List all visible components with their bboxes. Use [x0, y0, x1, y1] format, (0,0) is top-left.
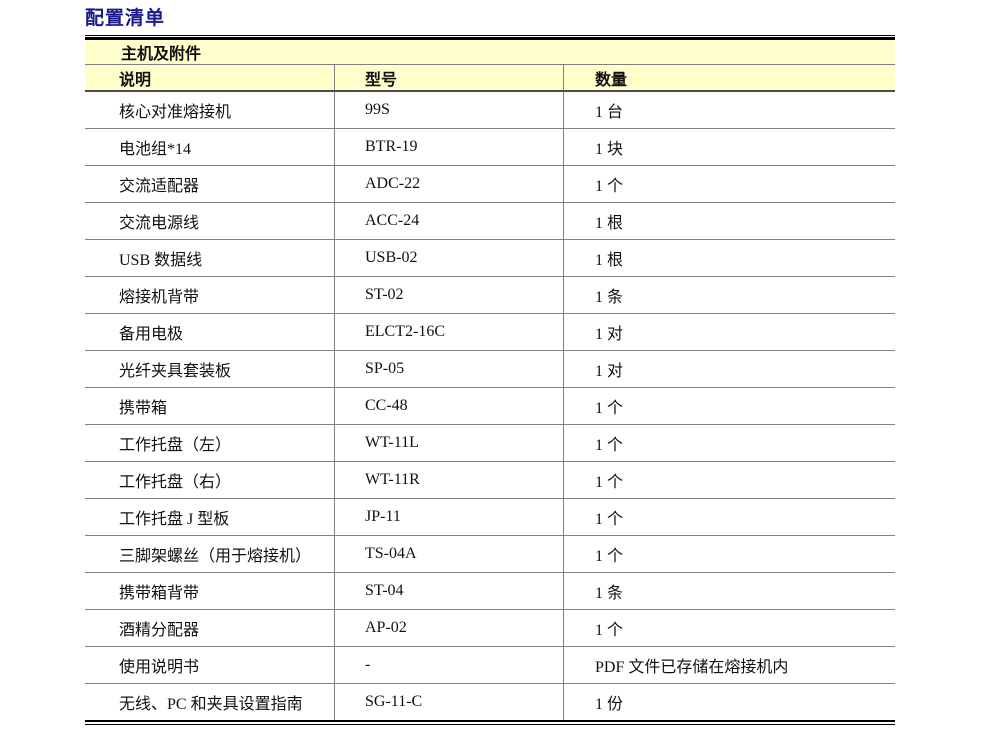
- cell-desc: 携带箱背带: [119, 585, 200, 602]
- cell-qty: 1 个: [563, 462, 895, 498]
- table-row: 交流适配器 ADC-22 1 个: [85, 166, 895, 203]
- cell-desc: 携带箱: [119, 400, 168, 417]
- table-body: 核心对准熔接机 99S 1 台电池组*14 BTR-19 1 块交流适配器 ADC-22 1…: [85, 92, 895, 720]
- cell-model: SG-11-C: [334, 684, 563, 720]
- cell-desc: 酒精分配器: [119, 622, 200, 639]
- cell-qty: 1 个: [563, 499, 895, 535]
- table-bottom-rule-thick: [85, 720, 895, 722]
- config-table: 主机及附件 说明 型号 数量 核心对准熔接机 99S 1 台电池组*14 BTR-19…: [85, 35, 895, 725]
- cell-model: AP-02: [334, 610, 563, 646]
- cell-model: CC-48: [334, 388, 563, 424]
- cell-model: ST-04: [334, 573, 563, 609]
- table-row: 工作托盘（右） WT-11R 1 个: [85, 462, 895, 499]
- cell-qty: 1 台: [563, 92, 895, 128]
- cell-qty: 1 对: [563, 351, 895, 387]
- cell-model: ACC-24: [334, 203, 563, 239]
- cell-desc: 光纤夹具套装板: [119, 363, 232, 380]
- cell-model: 99S: [334, 92, 563, 128]
- cell-desc: 交流适配器: [119, 178, 200, 195]
- table-row: 交流电源线 ACC-24 1 根: [85, 203, 895, 240]
- cell-qty: 1 条: [563, 277, 895, 313]
- table-row: 熔接机背带 ST-02 1 条: [85, 277, 895, 314]
- cell-qty: 1 个: [563, 166, 895, 202]
- table-row: 工作托盘（左） WT-11L 1 个: [85, 425, 895, 462]
- table-bottom-rule-gap: [85, 722, 895, 724]
- cell-desc: 核心对准熔接机: [119, 104, 232, 121]
- cell-model: -: [334, 647, 563, 683]
- cell-model: ADC-22: [334, 166, 563, 202]
- cell-qty: 1 份: [563, 684, 895, 720]
- cell-model: WT-11L: [334, 425, 563, 461]
- cell-model: TS-04A: [334, 536, 563, 572]
- cell-desc: 工作托盘（右）: [119, 474, 232, 491]
- cell-model: ELCT2-16C: [334, 314, 563, 350]
- cell-qty: 1 个: [563, 536, 895, 572]
- table-row: 备用电极 ELCT2-16C 1 对: [85, 314, 895, 351]
- table-section-header-label: 主机及附件: [121, 46, 202, 63]
- table-row: 携带箱 CC-48 1 个: [85, 388, 895, 425]
- cell-qty: 1 对: [563, 314, 895, 350]
- table-row: 使用说明书 - PDF 文件已存储在熔接机内: [85, 647, 895, 684]
- table-section-header: 主机及附件: [85, 40, 895, 65]
- cell-qty: 1 个: [563, 388, 895, 424]
- cell-qty: PDF 文件已存储在熔接机内: [563, 647, 895, 683]
- cell-desc: 工作托盘（左）: [119, 437, 232, 454]
- column-header-model: 型号: [334, 65, 563, 90]
- cell-qty: 1 块: [563, 129, 895, 165]
- cell-model: SP-05: [334, 351, 563, 387]
- cell-qty: 1 条: [563, 573, 895, 609]
- cell-model: JP-11: [334, 499, 563, 535]
- cell-desc: 熔接机背带: [119, 289, 200, 306]
- cell-desc: 备用电极: [119, 326, 184, 343]
- column-header-desc: 说明: [119, 71, 152, 89]
- table-row: 三脚架螺丝（用于熔接机） TS-04A 1 个: [85, 536, 895, 573]
- cell-desc: 工作托盘 J 型板: [119, 511, 230, 528]
- table-top-rule-thick: [85, 37, 895, 40]
- table-bottom-rule-thin: [85, 724, 895, 725]
- table-row: 工作托盘 J 型板 JP-11 1 个: [85, 499, 895, 536]
- table-row: 携带箱背带 ST-04 1 条: [85, 573, 895, 610]
- cell-model: USB-02: [334, 240, 563, 276]
- cell-desc: 使用说明书: [119, 659, 200, 676]
- table-row: 核心对准熔接机 99S 1 台: [85, 92, 895, 129]
- table-top-rule-thin: [85, 35, 895, 36]
- table-row: 电池组*14 BTR-19 1 块: [85, 129, 895, 166]
- cell-desc: USB 数据线: [119, 252, 203, 269]
- cell-qty: 1 根: [563, 240, 895, 276]
- cell-desc: 无线、PC 和夹具设置指南: [119, 696, 303, 713]
- cell-qty: 1 个: [563, 610, 895, 646]
- table-row: 光纤夹具套装板 SP-05 1 对: [85, 351, 895, 388]
- cell-qty: 1 个: [563, 425, 895, 461]
- page-title: 配置清单: [85, 8, 166, 29]
- table-row: 酒精分配器 AP-02 1 个: [85, 610, 895, 647]
- cell-qty: 1 根: [563, 203, 895, 239]
- column-header-qty: 数量: [563, 65, 895, 90]
- cell-desc: 电池组*14: [119, 141, 192, 158]
- cell-desc: 交流电源线: [119, 215, 200, 232]
- cell-desc: 三脚架螺丝（用于熔接机）: [119, 548, 312, 565]
- cell-model: BTR-19: [334, 129, 563, 165]
- table-row: 无线、PC 和夹具设置指南 SG-11-C 1 份: [85, 684, 895, 720]
- table-column-header-row: 说明 型号 数量: [85, 65, 895, 92]
- table-row: USB 数据线 USB-02 1 根: [85, 240, 895, 277]
- cell-model: WT-11R: [334, 462, 563, 498]
- table-top-rule-gap: [85, 36, 895, 37]
- cell-model: ST-02: [334, 277, 563, 313]
